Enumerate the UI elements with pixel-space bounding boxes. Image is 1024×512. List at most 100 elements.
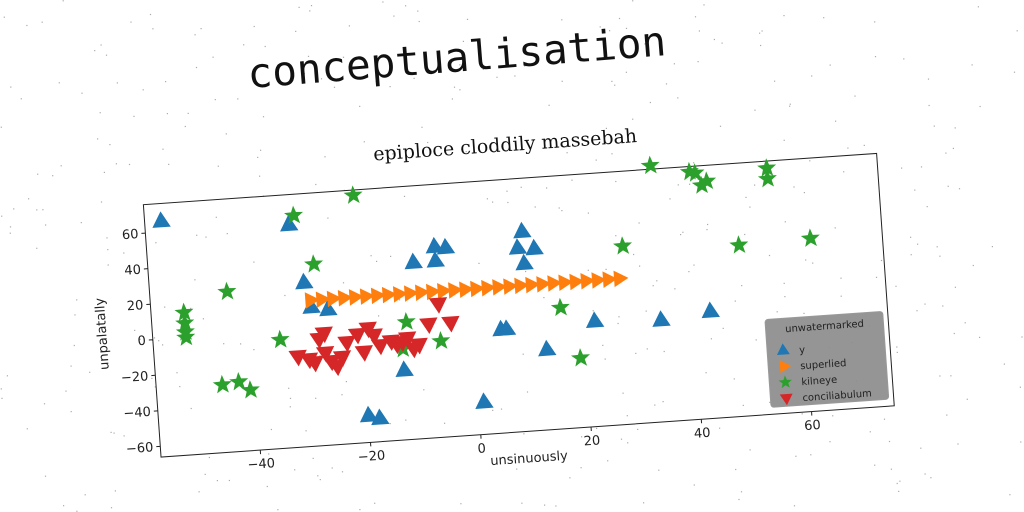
speckle-dot [109, 144, 111, 146]
speckle-dot [341, 394, 343, 396]
speckle-dot [9, 226, 12, 228]
speckle-dot [123, 435, 125, 437]
speckle-dot [110, 431, 112, 433]
point-y [426, 251, 445, 268]
speckle-dot [565, 146, 567, 148]
speckle-dot [639, 265, 641, 267]
speckle-dot [152, 28, 154, 30]
speckle-dot [810, 454, 812, 456]
speckle-dot [783, 282, 785, 284]
speckle-dot [320, 78, 323, 80]
speckle-dot [270, 428, 272, 431]
point-superlied [591, 272, 607, 289]
speckle-dot [195, 66, 198, 69]
speckle-dot [389, 65, 391, 67]
point-superlied [503, 278, 519, 295]
point-conciliabulum [370, 338, 390, 356]
y-tick-label: 0 [137, 334, 146, 350]
speckle-dot [99, 112, 101, 114]
point-superlied [304, 292, 320, 309]
speckle-dot [58, 82, 60, 84]
speckle-dot [396, 148, 398, 150]
point-kilneye [174, 302, 194, 322]
point-kilneye [304, 254, 324, 273]
point-y [319, 299, 338, 317]
speckle-dot [741, 285, 743, 287]
speckle-dot [417, 10, 419, 12]
speckle-dot [215, 216, 217, 218]
legend-label-kilneye: kilneye [801, 375, 838, 388]
speckle-dot [611, 80, 613, 82]
speckle-dot [901, 167, 903, 169]
speckle-dot [774, 80, 776, 82]
speckle-dot [571, 179, 573, 181]
speckle-dot [116, 82, 118, 84]
speckle-dot [212, 56, 214, 58]
speckle-dot [910, 236, 912, 238]
point-y [585, 311, 605, 328]
speckle-dot [52, 175, 54, 177]
speckle-dot [217, 165, 219, 167]
speckle-dot [658, 469, 660, 471]
point-y [513, 221, 532, 239]
speckle-dot [363, 141, 365, 143]
speckle-dot [73, 344, 75, 347]
point-kilneye [697, 171, 717, 190]
speckle-dot [444, 422, 446, 424]
speckle-dot [266, 485, 268, 488]
y-tick-label: −60 [125, 440, 153, 457]
speckle-dot [253, 25, 255, 28]
speckle-dot [179, 386, 181, 388]
speckle-dot [611, 153, 613, 155]
speckle-dot [149, 13, 152, 16]
speckle-dot [614, 84, 616, 86]
speckle-dot [719, 125, 722, 127]
point-conciliabulum [332, 350, 352, 367]
point-y [152, 211, 171, 228]
speckle-dot [165, 81, 167, 83]
point-y [652, 310, 671, 327]
speckle-dot [202, 318, 204, 320]
point-superlied [547, 275, 563, 292]
speckle-dot [103, 171, 105, 173]
speckle-dot [1009, 494, 1011, 496]
legend-label-y: y [799, 345, 806, 356]
speckle-dot [945, 152, 947, 154]
speckle-dot [506, 190, 508, 192]
speckle-dot [390, 255, 392, 257]
speckle-dot [257, 156, 259, 158]
speckle-dot [110, 507, 113, 509]
speckle-dot [869, 431, 871, 433]
y-axis-label: unpalatally [93, 297, 113, 370]
point-conciliabulum [337, 335, 356, 353]
speckle-dot [524, 65, 526, 67]
speckle-dot [604, 358, 606, 360]
speckle-dot [609, 30, 611, 32]
speckle-dot [991, 246, 993, 248]
speckle-dot [927, 78, 930, 80]
speckle-dot [240, 343, 242, 345]
legend-title: unwatermarked [785, 319, 864, 335]
speckle-dot [954, 286, 956, 288]
speckle-dot [106, 237, 108, 239]
speckle-dot [303, 73, 305, 75]
point-y [436, 237, 456, 255]
speckle-dot [592, 310, 594, 312]
speckle-dot [427, 141, 429, 144]
speckle-dot [421, 126, 423, 128]
speckle-dot [979, 105, 981, 108]
point-kilneye [343, 185, 363, 204]
speckle-dot [617, 322, 619, 325]
legend-label-superlied: superlied [800, 358, 847, 372]
speckle-dot [646, 348, 648, 350]
speckle-dot [465, 151, 467, 153]
point-superlied [525, 276, 541, 294]
point-conciliabulum [314, 326, 333, 344]
speckle-dot [928, 104, 930, 107]
speckle-dot [223, 343, 225, 345]
speckle-dot [832, 415, 834, 417]
speckle-dot [534, 206, 536, 208]
speckle-dot [89, 371, 91, 373]
speckle-dot [543, 297, 545, 299]
speckle-dot [710, 338, 712, 340]
